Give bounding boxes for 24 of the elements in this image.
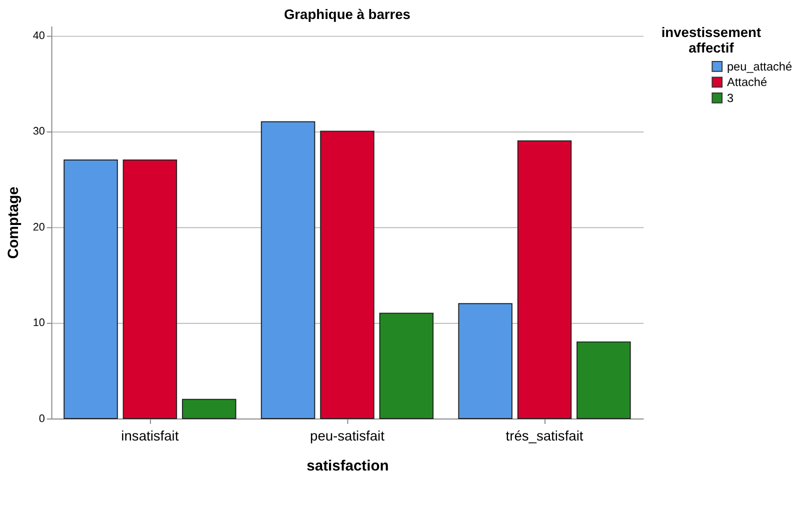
bar xyxy=(182,398,236,420)
x-tick-label: peu-satisfait xyxy=(310,428,385,444)
bar xyxy=(517,140,572,420)
legend-label: Attaché xyxy=(726,75,768,90)
x-tick-label: trés_satisfait xyxy=(506,428,584,444)
bar xyxy=(458,303,512,420)
bar xyxy=(379,312,434,420)
y-tick-label: 0 xyxy=(38,413,45,425)
legend-title: investissement affectif xyxy=(661,24,762,56)
chart-title: Graphique à barres xyxy=(284,7,411,22)
legend-label: peu_attaché xyxy=(726,59,793,74)
x-axis-title: satisfaction xyxy=(306,458,389,474)
bar xyxy=(576,341,631,420)
y-axis-title: Comptage xyxy=(6,186,22,259)
bar xyxy=(64,160,118,420)
bar xyxy=(260,121,316,420)
y-tick-label: 10 xyxy=(32,317,45,330)
bar xyxy=(320,130,374,420)
y-tick-label: 30 xyxy=(32,126,45,138)
x-tick-label: insatisfait xyxy=(121,428,179,444)
y-tick-label: 20 xyxy=(32,221,45,234)
y-tick-label: 40 xyxy=(32,30,45,42)
legend-label: 3 xyxy=(726,90,734,105)
bar xyxy=(122,160,178,420)
